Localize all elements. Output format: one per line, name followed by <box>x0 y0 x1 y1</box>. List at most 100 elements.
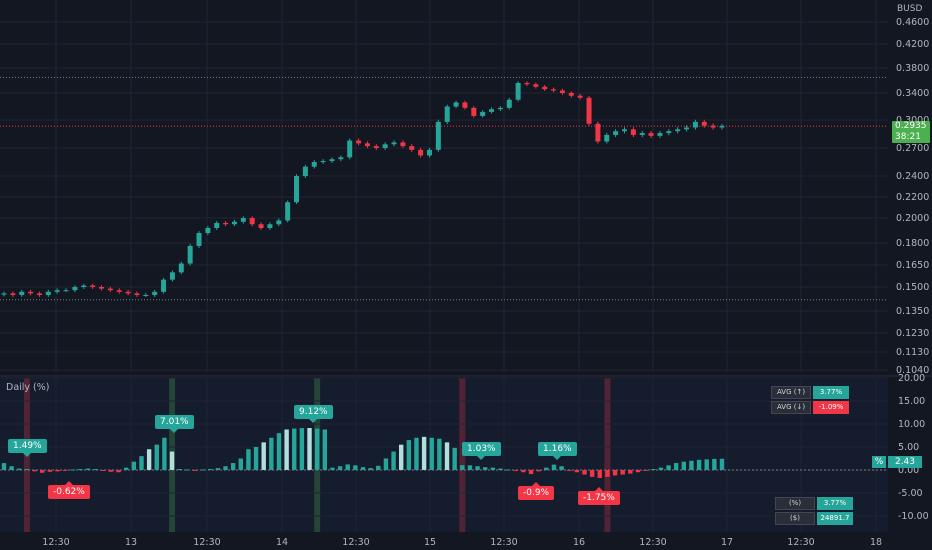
indicator-bar <box>452 447 457 470</box>
table-value: 3.77% <box>817 497 853 510</box>
indicator-bar <box>567 469 572 471</box>
time-tick-label: 14 <box>276 537 288 548</box>
indicator-bar <box>551 464 557 470</box>
indicator-bar <box>398 444 404 470</box>
indicator-bar <box>605 469 610 477</box>
candle <box>684 127 690 130</box>
price-tick-label: 0.1350 <box>896 306 929 317</box>
price-tick-label: 0.2000 <box>896 213 929 224</box>
price-tick-label: 0.2700 <box>896 143 929 154</box>
table-label: (%) <box>775 497 815 510</box>
candle <box>54 290 60 292</box>
candle-countdown: 38:21 <box>895 132 921 142</box>
candle <box>559 90 565 93</box>
indicator-tick-label: 15.00 <box>898 396 925 407</box>
candle <box>453 102 459 107</box>
candle <box>356 140 362 144</box>
indicator-bar <box>116 469 121 473</box>
candle <box>285 202 291 221</box>
indicator-bar <box>628 469 633 474</box>
session-highlight <box>604 378 611 532</box>
indicator-tick-label: 20.00 <box>898 373 925 384</box>
candle <box>63 290 69 292</box>
indicator-bar <box>429 437 434 470</box>
indicator-bar <box>574 469 580 473</box>
indicator-title[interactable]: Daily (%) <box>6 382 50 393</box>
price-tick-label: 0.1130 <box>896 347 929 358</box>
indicator-bar <box>307 428 312 470</box>
indicator-bar <box>712 458 717 470</box>
candle <box>196 233 202 246</box>
candle <box>639 133 645 135</box>
table-value: -1.09% <box>813 401 849 414</box>
candle <box>240 218 246 222</box>
table-value: 3.77% <box>813 386 849 399</box>
candle <box>613 131 619 135</box>
indicator-bar <box>505 469 511 471</box>
indicator-bar <box>696 459 702 470</box>
candle <box>471 107 477 116</box>
indicator-bar <box>467 465 473 470</box>
table-row: ($) 24891.7 <box>775 512 853 525</box>
indicator-bar <box>185 469 190 471</box>
candle <box>249 218 255 225</box>
indicator-bar <box>299 428 305 470</box>
indicator-bar <box>414 437 419 470</box>
indicator-bar <box>612 469 618 476</box>
candle <box>480 111 486 116</box>
candle <box>710 125 716 128</box>
table-row: AVG (↓) -1.09% <box>771 401 849 414</box>
candle <box>81 285 87 287</box>
candle <box>692 121 698 128</box>
price-tick-label: 0.4600 <box>896 17 929 28</box>
indicator-bar <box>85 468 91 470</box>
candle <box>72 287 78 291</box>
indicator-bar <box>108 469 114 472</box>
indicator-bar <box>200 469 205 471</box>
last-price-tag: 0.2935 38:21 <box>892 121 930 143</box>
indicator-bar <box>93 469 98 471</box>
indicator-bar <box>490 467 496 470</box>
indicator-bar <box>582 469 587 475</box>
candle <box>223 223 229 225</box>
indicator-bar <box>101 469 106 471</box>
candle <box>666 131 672 134</box>
indicator-bar <box>70 469 75 471</box>
price-tick-label: 0.2200 <box>896 192 929 203</box>
candle <box>497 107 503 110</box>
indicator-bar <box>673 463 679 470</box>
indicator-bar <box>353 465 358 470</box>
indicator-bar <box>62 469 68 471</box>
indicator-bar <box>559 466 564 470</box>
indicator-tick-label: -10.00 <box>898 511 929 522</box>
indicator-bar <box>337 466 343 470</box>
candle <box>347 140 353 158</box>
table-value: 24891.7 <box>817 512 853 525</box>
indicator-bar <box>139 456 144 470</box>
price-tick-label: 0.3000 <box>896 115 929 126</box>
candle <box>178 263 184 273</box>
candle <box>409 146 415 150</box>
price-tick-label: 0.1040 <box>896 365 929 376</box>
candle <box>630 129 636 135</box>
candle <box>462 102 468 108</box>
time-tick-label: 12:30 <box>639 537 666 548</box>
price-tick-label: 0.1800 <box>896 238 929 249</box>
indicator-bar <box>498 468 503 470</box>
price-tick-label: 0.2400 <box>896 171 929 182</box>
indicator-bar <box>681 461 687 470</box>
candle <box>586 97 592 124</box>
candle <box>373 146 379 148</box>
indicator-bar <box>444 442 450 470</box>
candle <box>152 291 158 295</box>
time-tick-label: 18 <box>870 537 882 548</box>
indicator-bar <box>246 449 251 470</box>
time-tick-label: 12:30 <box>787 537 814 548</box>
time-tick-label: 13 <box>125 537 137 548</box>
candle <box>28 291 34 294</box>
candle <box>719 126 725 128</box>
time-tick-label: 17 <box>721 537 733 548</box>
avg-table: AVG (↑) 3.77% AVG (↓) -1.09% <box>771 386 849 416</box>
price-tick-label: 0.1500 <box>896 282 929 293</box>
